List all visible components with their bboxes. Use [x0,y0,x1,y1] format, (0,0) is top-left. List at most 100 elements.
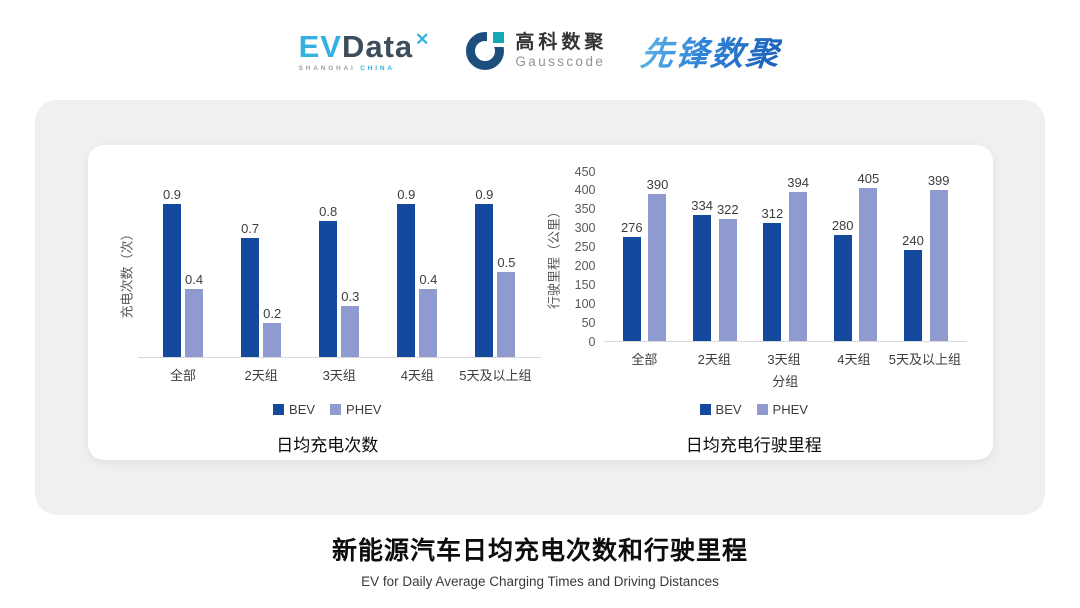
bar-column: 312 [762,207,783,341]
legend: BEV PHEV [541,402,968,417]
legend: BEV PHEV [114,402,541,417]
chart-body: 行驶里程（公里） 0 50 100 150 200 250 300 350 400 450 276 39… [541,165,968,390]
bar-value-label: 390 [646,176,669,192]
evdata-ev-text: EV [298,28,342,64]
bar-column: 0.2 [263,307,281,357]
legend-label: PHEV [772,402,808,417]
plot-area: 276 390 334 322 312 394 280 405 240 399 [603,172,967,342]
bar-bev [693,214,712,341]
category-slot: 0.9 0.4 [144,188,222,357]
category-slot: 334 322 [680,172,750,341]
bar-group: 0.7 0.2 [241,222,281,357]
bar-phev [497,272,516,357]
y-axis-label-text: 行驶里程（公里） [546,204,561,310]
bar-phev [341,306,360,357]
bar-value-label: 0.4 [419,272,438,287]
bar-value-label: 394 [787,175,809,191]
y-tick-label: 350 [574,202,596,217]
charging-times-chart: 充电次数（次） 0.9 0.4 0.7 0.2 0.8 0.3 0.9 0.4 0.9 0.5 全部 2… [114,157,541,460]
bar-phev [419,289,438,357]
bar-phev [185,289,204,357]
bar-bev [163,204,181,357]
x-tick-label: 2天组 [244,368,278,383]
bar-phev [789,192,808,341]
bar-column: 0.9 [397,188,415,357]
chart-title: 日均充电次数 [276,436,379,455]
category-slot: 276 390 [610,172,680,341]
bar-column: 0.4 [419,273,437,357]
bar-value-label: 0.3 [341,289,360,304]
sparkle-icon: ✕ [415,30,431,50]
chart-body: 充电次数（次） 0.9 0.4 0.7 0.2 0.8 0.3 0.9 0.4 0.9 0.5 全部 2… [114,188,541,390]
y-tick-label: 100 [574,296,596,311]
bar-phev [929,190,948,341]
legend-item-bev: BEV [699,402,742,417]
legend-label: BEV [715,402,742,417]
category-slot: 312 394 [750,172,820,341]
bar-column: 334 [691,199,713,341]
y-axis-label: 行驶里程（公里） [541,172,565,342]
driving-distance-chart: 行驶里程（公里） 0 50 100 150 200 250 300 350 400 450 276 39… [541,157,968,460]
bar-value-label: 334 [691,197,713,213]
category-slot: 0.9 0.5 [456,188,534,357]
bar-group: 276 390 [621,178,668,341]
bar-group: 240 399 [902,173,950,341]
y-tick-label: 150 [574,277,596,292]
bar-value-label: 280 [831,218,854,234]
gausscode-en-name: Gausscode [515,53,606,69]
legend-swatch-phev [330,404,342,415]
page-title: 新能源汽车日均充电次数和行驶里程 [331,537,748,565]
legend-item-bev: BEV [273,402,315,417]
bar-group: 0.9 0.4 [163,188,203,357]
bar-column: 280 [832,219,854,341]
bar-value-label: 0.9 [397,187,416,202]
bar-value-label: 276 [620,219,643,235]
bar-value-label: 0.5 [497,255,516,270]
bar-column: 0.3 [341,290,359,357]
bar-value-label: 240 [902,233,924,249]
chart-card: 充电次数（次） 0.9 0.4 0.7 0.2 0.8 0.3 0.9 0.4 0.9 0.5 全部 2… [88,145,993,460]
bar-group: 334 322 [691,199,739,341]
y-axis-label: 充电次数（次） [114,188,138,358]
x-tick-label: 2天组 [697,352,731,367]
x-axis-title: 分组 [772,374,799,389]
legend-swatch-bev [699,404,711,415]
category-slot: 0.8 0.3 [300,188,378,357]
bar-group: 312 394 [762,176,809,341]
bar-bev [319,221,338,357]
bar-bev [622,236,641,341]
bar-value-label: 322 [716,202,739,218]
chart-title: 日均充电行驶里程 [685,436,822,455]
bar-value-label: 399 [927,173,950,189]
bar-phev [263,323,282,357]
bar-column: 405 [858,172,879,341]
bar-column: 0.8 [319,205,337,357]
category-slot: 0.7 0.2 [222,188,300,357]
y-tick-label: 300 [574,221,596,236]
bar-column: 0.9 [163,188,181,357]
bar-group: 0.9 0.4 [397,188,437,357]
bar-value-label: 0.9 [475,187,494,202]
category-slot: 240 399 [891,172,961,341]
bar-column: 0.7 [241,222,259,357]
bar-value-label: 0.4 [185,272,204,287]
bar-value-label: 0.2 [263,306,282,321]
bar-value-label: 0.8 [319,204,338,219]
x-tick-label: 4天组 [837,352,871,367]
x-tick-label: 全部 [631,352,658,367]
evdata-china-text: CHINA [360,64,395,72]
legend-label: PHEV [346,402,382,417]
y-tick-label: 200 [574,258,596,273]
bar-bev [241,238,260,357]
evdata-subtitle: SHANGHAI CHINA [299,65,395,72]
pioneer-data-logo: 先锋数聚 [639,27,784,75]
bar-column: 394 [787,176,809,341]
evdata-wordmark: EVData ✕ [299,31,431,62]
y-tick-label: 450 [574,164,596,179]
bar-phev [648,193,667,341]
legend-swatch-bev [273,404,285,415]
bar-group: 280 405 [832,172,879,341]
legend-item-phev: PHEV [330,402,381,417]
x-axis-labels: 全部 2天组 3天组 4天组 5天及以上组 [604,349,968,368]
